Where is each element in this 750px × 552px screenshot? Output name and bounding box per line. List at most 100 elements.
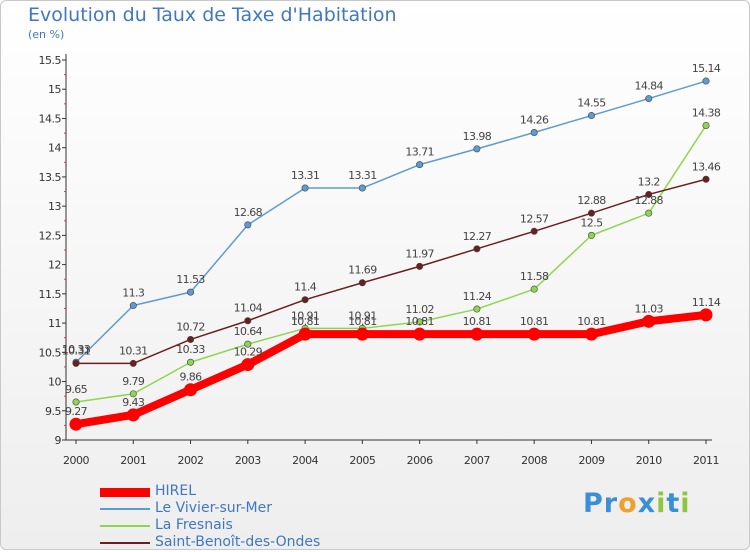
point-le-vivier-sur-mer (473, 145, 481, 153)
logo-letter: r (603, 488, 619, 519)
point-saint-benoit-des-ondes (72, 359, 80, 367)
data-label-saint-benoit-des-ondes: 11.4 (294, 281, 317, 294)
data-label-hirel: 10.81 (520, 315, 549, 328)
data-label-le-vivier-sur-mer: 14.55 (577, 97, 606, 110)
data-label-hirel: 10.81 (463, 315, 492, 328)
logo-letter: i (656, 488, 667, 519)
point-la-fresnais (645, 209, 653, 217)
point-hirel (355, 327, 369, 341)
point-la-fresnais (244, 340, 252, 348)
data-label-le-vivier-sur-mer: 12.68 (234, 206, 263, 219)
data-label-le-vivier-sur-mer: 15.14 (692, 62, 721, 75)
data-label-saint-benoit-des-ondes: 12.57 (520, 212, 549, 225)
point-hirel (413, 327, 427, 341)
y-tick-label: 10 (48, 376, 61, 389)
point-le-vivier-sur-mer (129, 302, 137, 310)
x-tick-label: 2006 (407, 454, 433, 467)
logo-letter: i (680, 488, 691, 519)
data-label-le-vivier-sur-mer: 14.84 (634, 80, 663, 93)
y-tick-label: 10.5 (39, 346, 62, 359)
legend-label: Saint-Benoît-des-Ondes (155, 534, 321, 550)
x-tick-label: 2004 (292, 454, 318, 467)
data-label-hirel: 11.14 (692, 296, 721, 309)
logo-letter: t (666, 488, 681, 519)
point-la-fresnais (702, 121, 710, 129)
point-saint-benoit-des-ondes (530, 227, 538, 235)
y-tick-label: 13 (48, 200, 61, 213)
point-le-vivier-sur-mer (187, 288, 195, 296)
data-label-saint-benoit-des-ondes: 11.04 (234, 302, 263, 315)
data-label-le-vivier-sur-mer: 13.71 (405, 146, 434, 159)
chart-title: Evolution du Taux de Taxe d'Habitation (28, 4, 397, 26)
point-la-fresnais (416, 318, 424, 326)
point-saint-benoit-des-ondes (702, 175, 710, 183)
point-hirel (470, 327, 484, 341)
data-label-hirel: 10.81 (348, 315, 377, 328)
data-label-la-fresnais: 11.58 (520, 270, 549, 283)
data-label-le-vivier-sur-mer: 13.31 (348, 169, 377, 182)
data-label-hirel: 9.43 (122, 396, 145, 409)
proxiti-logo: Proxiti (583, 488, 691, 519)
point-saint-benoit-des-ondes (358, 279, 366, 287)
legend-swatch (100, 525, 150, 527)
y-tick-label: 15 (48, 83, 61, 96)
x-tick-label: 2003 (235, 454, 261, 467)
data-label-saint-benoit-des-ondes: 10.31 (119, 344, 148, 357)
logo-letter: x (637, 488, 657, 519)
data-label-la-fresnais: 12.88 (634, 194, 663, 207)
point-le-vivier-sur-mer (416, 161, 424, 169)
data-label-saint-benoit-des-ondes: 11.69 (348, 264, 377, 277)
data-label-saint-benoit-des-ondes: 13.46 (692, 160, 721, 173)
x-tick-label: 2000 (63, 454, 89, 467)
point-le-vivier-sur-mer (702, 77, 710, 85)
point-hirel (527, 327, 541, 341)
x-tick-label: 2002 (178, 454, 204, 467)
point-la-fresnais (530, 285, 538, 293)
series-line-saint-benoit-des-ondes (75, 178, 707, 365)
data-label-le-vivier-sur-mer: 13.31 (291, 169, 320, 182)
data-label-saint-benoit-des-ondes: 10.31 (62, 344, 91, 357)
data-label-la-fresnais: 10.91 (291, 309, 320, 322)
point-saint-benoit-des-ondes (129, 359, 137, 367)
data-label-la-fresnais: 14.38 (692, 106, 721, 119)
legend-swatch (100, 487, 150, 497)
data-label-hirel: 10.81 (405, 315, 434, 328)
series-line-la-fresnais (75, 124, 707, 403)
data-label-la-fresnais: 9.79 (122, 375, 145, 388)
legend-swatch (100, 508, 150, 510)
logo-letter: o (618, 488, 638, 519)
x-tick-label: 2011 (693, 454, 719, 467)
point-le-vivier-sur-mer (530, 128, 538, 136)
y-tick-label: 12.5 (39, 229, 62, 242)
legend-label: Le Vivier-sur-Mer (155, 500, 273, 516)
point-saint-benoit-des-ondes (187, 335, 195, 343)
point-saint-benoit-des-ondes (244, 317, 252, 325)
series-line-hirel (72, 310, 710, 429)
data-label-hirel: 10.81 (577, 315, 606, 328)
legend-swatch (100, 542, 150, 544)
data-label-saint-benoit-des-ondes: 11.97 (405, 247, 434, 260)
data-label-saint-benoit-des-ondes: 13.2 (638, 175, 660, 188)
x-tick-label: 2005 (349, 454, 375, 467)
point-la-fresnais (473, 305, 481, 313)
x-tick-label: 2008 (521, 454, 547, 467)
point-saint-benoit-des-ondes (645, 190, 653, 198)
y-tick-label: 9 (55, 434, 62, 447)
point-le-vivier-sur-mer (587, 112, 595, 120)
point-hirel (584, 327, 598, 341)
x-tick-label: 2007 (464, 454, 490, 467)
data-label-hirel: 11.03 (634, 302, 663, 315)
data-label-saint-benoit-des-ondes: 12.88 (577, 194, 606, 207)
y-tick-label: 12 (48, 259, 61, 272)
point-la-fresnais (129, 390, 137, 398)
y-tick-label: 11.5 (39, 288, 62, 301)
data-label-hirel: 9.86 (179, 371, 202, 384)
point-le-vivier-sur-mer (645, 95, 653, 103)
legend-label: HIREL (155, 483, 197, 499)
point-saint-benoit-des-ondes (301, 296, 309, 304)
point-hirel (184, 383, 198, 397)
data-label-la-fresnais: 10.64 (234, 325, 263, 338)
legend-label: La Fresnais (155, 517, 233, 533)
logo-letter: P (583, 488, 604, 519)
